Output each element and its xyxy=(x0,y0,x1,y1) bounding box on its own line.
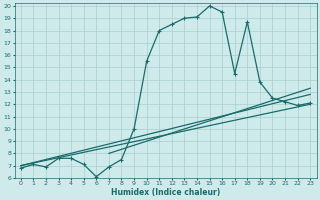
X-axis label: Humidex (Indice chaleur): Humidex (Indice chaleur) xyxy=(111,188,220,197)
